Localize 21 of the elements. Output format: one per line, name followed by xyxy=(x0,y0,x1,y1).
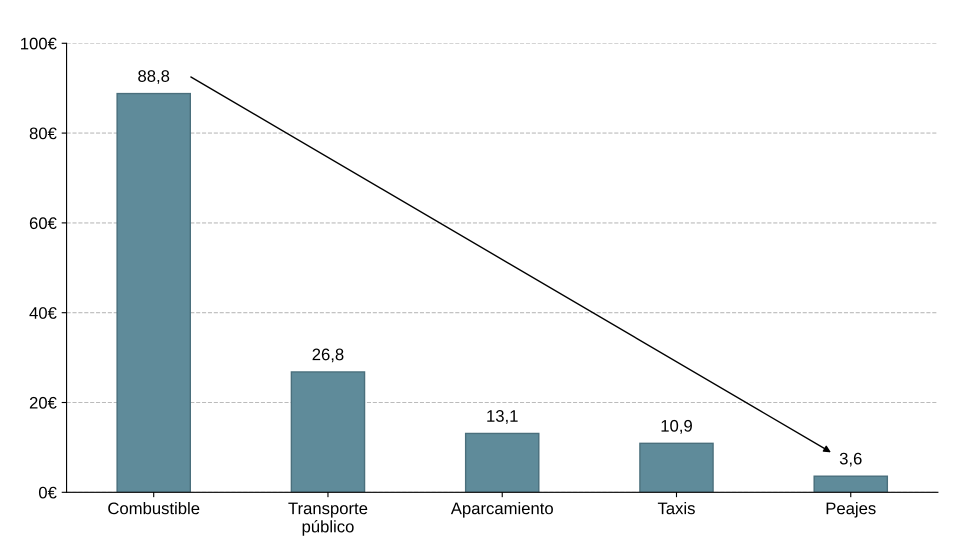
y-tick-label: 80€ xyxy=(30,127,57,140)
x-tick-label: Peajes xyxy=(826,502,876,518)
y-tick-label: 0€ xyxy=(38,486,57,499)
y-tick-label: 40€ xyxy=(29,307,57,319)
x-tick-label: Aparcamiento xyxy=(450,502,553,518)
x-tick-label: Taxis xyxy=(658,502,695,514)
data-label: 10,9 xyxy=(662,420,692,434)
data-label: 88,8 xyxy=(138,70,170,84)
bar xyxy=(116,92,191,492)
data-label: 3,6 xyxy=(840,452,862,466)
data-label: 13,1 xyxy=(487,410,518,424)
data-label: 26,8 xyxy=(312,348,344,362)
bar xyxy=(464,432,540,492)
y-tick-label: 20€ xyxy=(30,396,57,409)
bar xyxy=(813,475,888,492)
y-tick-label: 60€ xyxy=(30,217,57,230)
bar xyxy=(290,371,366,492)
x-tick-label: Combustible xyxy=(108,502,200,514)
bar xyxy=(639,442,714,492)
x-tick-label: Transporte público xyxy=(288,502,368,536)
y-tick-label: 100€ xyxy=(21,38,57,50)
